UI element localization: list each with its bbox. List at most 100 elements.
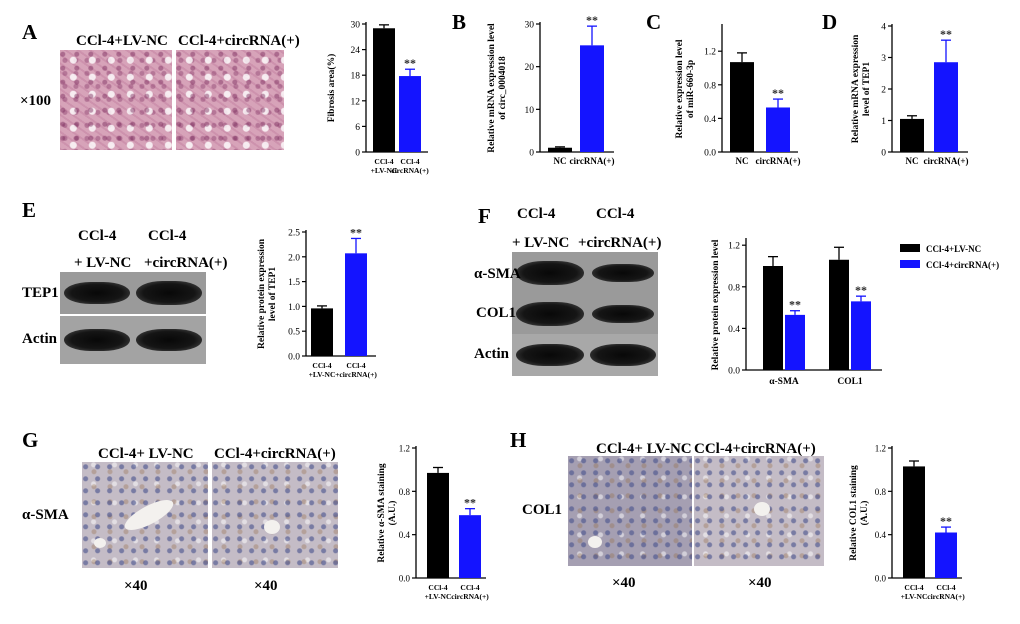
bar-chart-fibrosis-area: 0 6 12 18 24 30 Fibrosis area(%) CCl-4+LV-NC ** C… [326, 21, 429, 176]
panel-label-e: E [22, 198, 37, 222]
western-blot-actin [512, 334, 658, 376]
bar [935, 532, 957, 578]
ihc-image [82, 462, 208, 568]
image-header: CCl-4+ LV-NC [98, 446, 194, 462]
x-category-label: CCl-4 [936, 583, 955, 592]
histology-image [176, 50, 284, 150]
bar-chart-protein-expression: 0.0 0.4 0.8 1.2 Relative protein expression … [711, 238, 999, 387]
y-tick-label: 24 [351, 46, 361, 56]
legend-swatch [900, 260, 920, 268]
legend-swatch [900, 244, 920, 252]
y-tick-label: 1.0 [288, 303, 300, 313]
ihc-image [568, 456, 692, 566]
y-tick-label: 1.2 [728, 242, 740, 252]
blot-band [516, 302, 584, 326]
y-tick-label: 3 [881, 54, 886, 64]
image-header: CCl-4+circRNA(+) [178, 33, 300, 49]
y-tick-label: 0.0 [288, 353, 300, 363]
y-tick-label: 30 [525, 21, 535, 31]
y-tick-label: 20 [525, 63, 535, 73]
y-tick-label: 2.5 [288, 229, 300, 239]
magnification-label: ×100 [20, 93, 52, 109]
bar-chart-tep1-protein: 0.0 0.5 1.0 1.5 2.0 2.5 Relative protein expre… [257, 225, 377, 379]
image-header: CCl-4+circRNA(+) [694, 441, 816, 457]
x-category-label: +LV-NC [425, 592, 452, 601]
bar [311, 308, 333, 356]
significance-marker: ** [940, 27, 952, 41]
image-header: CCl-4+circRNA(+) [214, 446, 336, 462]
y-tick-label: 1.2 [399, 444, 410, 454]
y-tick-label: 18 [351, 72, 361, 82]
western-blot-alpha-sma [512, 252, 658, 294]
y-tick-label: 0.4 [704, 115, 716, 125]
y-tick-label: 0.0 [875, 574, 887, 584]
x-category-label: CCl-4 [904, 583, 923, 592]
ihc-image [694, 456, 824, 566]
blot-band [516, 344, 584, 366]
y-tick-label: 1.5 [288, 278, 300, 288]
bar [730, 62, 754, 153]
y-axis-label: level of TEP1 [862, 62, 872, 116]
panel-label-a: A [22, 20, 38, 44]
y-tick-label: 0.0 [728, 367, 740, 377]
blot-header: CCl-4 [78, 228, 117, 244]
blot-row-label: α-SMA [474, 266, 521, 282]
bar-chart-circ-0004018: 0 10 20 30 Relative mRNA expression level of … [487, 13, 614, 166]
vessel [120, 494, 178, 536]
y-tick-label: 10 [525, 106, 535, 116]
x-category-label: CCl-4 [428, 583, 447, 592]
y-tick-label: 0 [529, 149, 534, 159]
bar [763, 266, 783, 370]
blot-row-label: TEP1 [22, 285, 59, 301]
significance-marker: ** [464, 496, 476, 510]
y-axis-label: Relative expression level [675, 39, 685, 138]
bar [766, 107, 790, 152]
blot-band [592, 264, 654, 282]
x-category-label: +LV-NC [901, 592, 928, 601]
x-category-label: CCl-4 [460, 583, 479, 592]
ihc-image [212, 462, 338, 568]
y-tick-label: 0.5 [288, 328, 300, 338]
significance-marker: ** [789, 298, 801, 312]
panel-label-h: H [510, 428, 527, 452]
x-category-label: +LV-NC [309, 370, 336, 379]
bar-chart-tep1-mrna: 0 1 2 3 4 Relative mRNA expression level of TE… [851, 23, 968, 167]
y-tick-label: 0.4 [875, 530, 887, 540]
x-category-label: NC [906, 156, 919, 166]
image-header: CCl-4+LV-NC [76, 33, 168, 49]
bar [829, 259, 849, 370]
y-tick-label: 0.4 [728, 325, 740, 335]
significance-marker: ** [940, 514, 952, 528]
bar [548, 147, 572, 152]
y-tick-label: 2.0 [288, 253, 300, 263]
bar [427, 472, 449, 578]
blot-header: +circRNA(+) [578, 235, 662, 251]
bar [900, 118, 924, 152]
y-axis-label: Relative protein expression level [711, 239, 721, 370]
y-tick-label: 12 [351, 97, 361, 107]
western-blot-actin [60, 316, 206, 364]
y-tick-label: 6 [355, 123, 360, 133]
x-category-label: circRNA(+) [391, 166, 429, 175]
y-tick-label: 0.8 [875, 487, 887, 497]
magnification-label: ×40 [748, 575, 772, 591]
panel-label-b: B [452, 10, 467, 34]
x-category-label: circRNA(+) [451, 592, 489, 601]
image-header: CCl-4+ LV-NC [596, 441, 692, 457]
y-tick-label: 1.2 [875, 444, 886, 454]
blot-band [136, 281, 202, 305]
vessel [94, 538, 106, 548]
x-category-label: circRNA(+) [756, 156, 801, 166]
x-category-label: circRNA(+) [927, 592, 965, 601]
x-category-label: CCl-4 [400, 157, 419, 166]
y-axis-label: of miR-660-3p [686, 60, 696, 118]
y-tick-label: 0.8 [704, 81, 716, 91]
vessel [264, 520, 280, 534]
significance-marker: ** [350, 225, 362, 239]
x-category-label: NC [736, 156, 749, 166]
histology-image [60, 50, 172, 150]
blot-band [592, 305, 654, 323]
magnification-label: ×40 [612, 575, 636, 591]
bar [934, 62, 958, 152]
y-axis-label: of circ_0004018 [498, 56, 508, 120]
